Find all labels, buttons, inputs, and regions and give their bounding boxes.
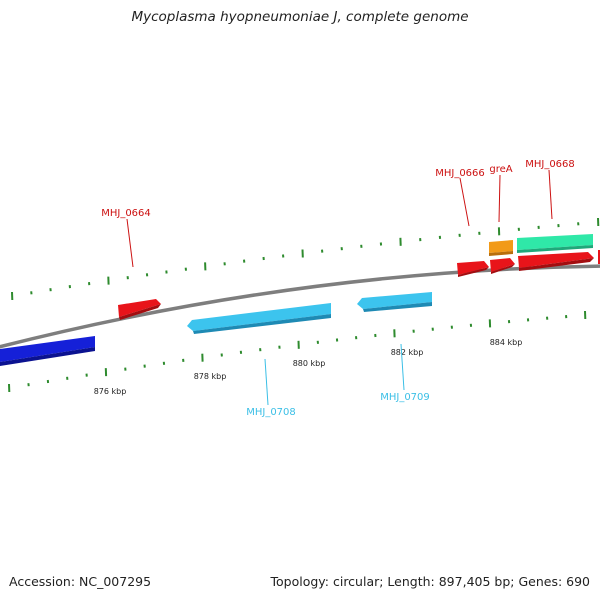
tick-label-882: 882 kbp: [391, 348, 424, 357]
leader-line-mhj0666: [459, 177, 470, 227]
leader-line-grea: [498, 174, 501, 223]
leader-line-mhj0709: [400, 343, 405, 391]
gene-label-mhj0668: MHJ_0668: [525, 159, 575, 170]
outer-tick-marks: [11, 217, 600, 301]
inner-tick-marks: [8, 310, 587, 393]
feature-forward-2[interactable]: [457, 261, 489, 277]
tick-label-880: 880 kbp: [293, 359, 326, 368]
gene-label-mhj0666: MHJ_0666: [435, 168, 485, 179]
tick-label-876: 876 kbp: [94, 387, 127, 396]
feature-forward-1[interactable]: [118, 299, 161, 320]
feature-reverse-1[interactable]: [187, 303, 331, 334]
feature-forward-4[interactable]: [518, 252, 594, 271]
leader-line-mhj0708: [264, 358, 269, 406]
feature-rna-grea[interactable]: [489, 240, 513, 256]
tick-label-884: 884 kbp: [490, 338, 523, 347]
gene-label-mhj0664: MHJ_0664: [101, 208, 151, 219]
gene-label-grea: greA: [489, 164, 512, 175]
map-title: Mycoplasma hyopneumoniae J, complete gen…: [131, 9, 469, 25]
accession-text: Accession: NC_007295: [9, 574, 152, 589]
tick-label-878: 878 kbp: [194, 372, 227, 381]
gene-label-mhj0708: MHJ_0708: [246, 407, 296, 418]
leader-line-mhj0668: [548, 169, 553, 220]
leader-line-mhj0664: [126, 218, 134, 268]
feature-reverse-dark-1[interactable]: [0, 336, 95, 366]
genome-summary-text: Topology: circular; Length: 897,405 bp; …: [270, 574, 591, 589]
feature-other-1[interactable]: [517, 234, 593, 253]
gene-label-mhj0709: MHJ_0709: [380, 392, 430, 403]
feature-forward-3[interactable]: [490, 258, 515, 274]
feature-reverse-2[interactable]: [357, 292, 432, 312]
